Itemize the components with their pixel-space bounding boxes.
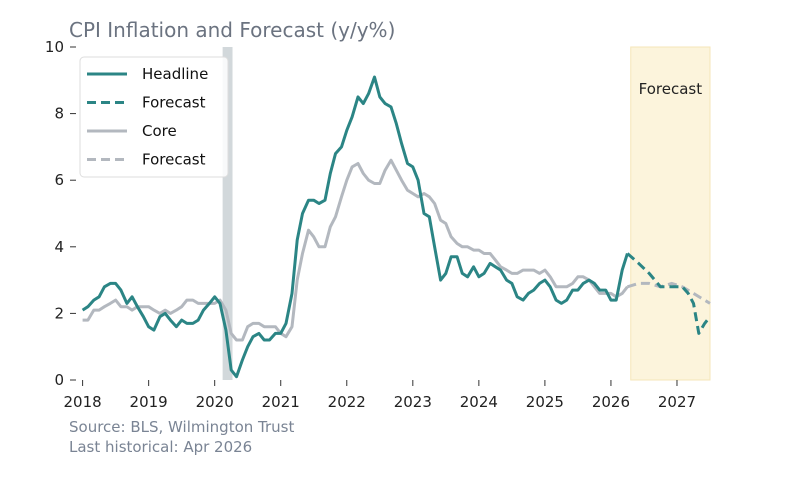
forecast-region bbox=[630, 46, 711, 381]
forecast-region-label: Forecast bbox=[639, 80, 703, 98]
x-tick-label: 2026 bbox=[592, 393, 630, 411]
series-line-headline-solid bbox=[81, 75, 629, 379]
plot-area: Forecast 0 2 4 6 8 10 2018 2019 2020 2021 2022 2023 2… bbox=[45, 38, 712, 411]
series-line-core-solid bbox=[82, 158, 629, 342]
x-tick-label: 2027 bbox=[658, 393, 696, 411]
y-tick-label: 10 bbox=[45, 38, 64, 56]
legend-label: Core bbox=[142, 122, 177, 140]
x-tick-label: 2022 bbox=[328, 393, 366, 411]
x-tick-label: 2024 bbox=[460, 393, 498, 411]
x-tick-label: 2019 bbox=[130, 393, 168, 411]
x-tick-label: 2021 bbox=[262, 393, 300, 411]
y-tick-label: 8 bbox=[54, 105, 64, 123]
legend: Headline Forecast Core Forecast bbox=[79, 56, 229, 178]
source-note: Source: BLS, Wilmington Trust bbox=[69, 418, 295, 436]
y-tick-label: 4 bbox=[54, 238, 64, 256]
y-tick-label: 2 bbox=[54, 304, 64, 322]
x-tick-label: 2025 bbox=[526, 393, 564, 411]
x-tick-label: 2023 bbox=[394, 393, 432, 411]
last-historical-note: Last historical: Apr 2026 bbox=[69, 438, 253, 456]
recession-band bbox=[222, 47, 233, 380]
legend-label: Headline bbox=[142, 65, 208, 83]
legend-label: Forecast bbox=[142, 94, 206, 112]
y-tick-label: 0 bbox=[54, 371, 64, 389]
legend-box bbox=[79, 56, 229, 178]
legend-label: Forecast bbox=[142, 151, 206, 169]
x-tick-label: 2020 bbox=[196, 393, 234, 411]
x-tick-label: 2018 bbox=[64, 393, 102, 411]
chart-title: CPI Inflation and Forecast (y/y%) bbox=[69, 18, 395, 42]
y-tick-label: 6 bbox=[54, 171, 64, 189]
